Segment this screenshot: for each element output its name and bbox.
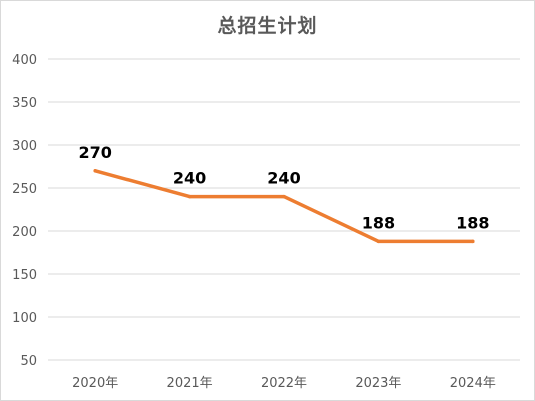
data-point [282, 194, 286, 199]
x-tick-label: 2020年 [72, 376, 118, 391]
y-tick-label: 300 [12, 139, 37, 154]
y-tick-label: 150 [12, 268, 37, 283]
data-point [187, 194, 192, 199]
y-tick-label: 250 [12, 182, 37, 197]
x-tick-label: 2024年 [450, 376, 496, 391]
data-label: 270 [78, 143, 111, 162]
y-tick-label: 100 [12, 311, 37, 326]
data-point [93, 169, 97, 173]
data-label: 240 [267, 169, 300, 188]
chart-title: 总招生计划 [217, 15, 318, 37]
x-tick-label: 2021年 [167, 376, 213, 391]
y-tick-label: 400 [12, 53, 37, 68]
x-tick-label: 2023年 [355, 376, 401, 391]
data-point [471, 239, 475, 244]
data-label: 188 [362, 213, 395, 232]
y-tick-label: 200 [12, 225, 37, 240]
data-label: 188 [456, 213, 489, 232]
x-tick-label: 2022年 [261, 376, 307, 391]
data-label: 240 [173, 169, 206, 188]
data-point [376, 239, 381, 244]
y-tick-label: 50 [20, 354, 37, 369]
y-tick-label: 350 [12, 96, 37, 111]
